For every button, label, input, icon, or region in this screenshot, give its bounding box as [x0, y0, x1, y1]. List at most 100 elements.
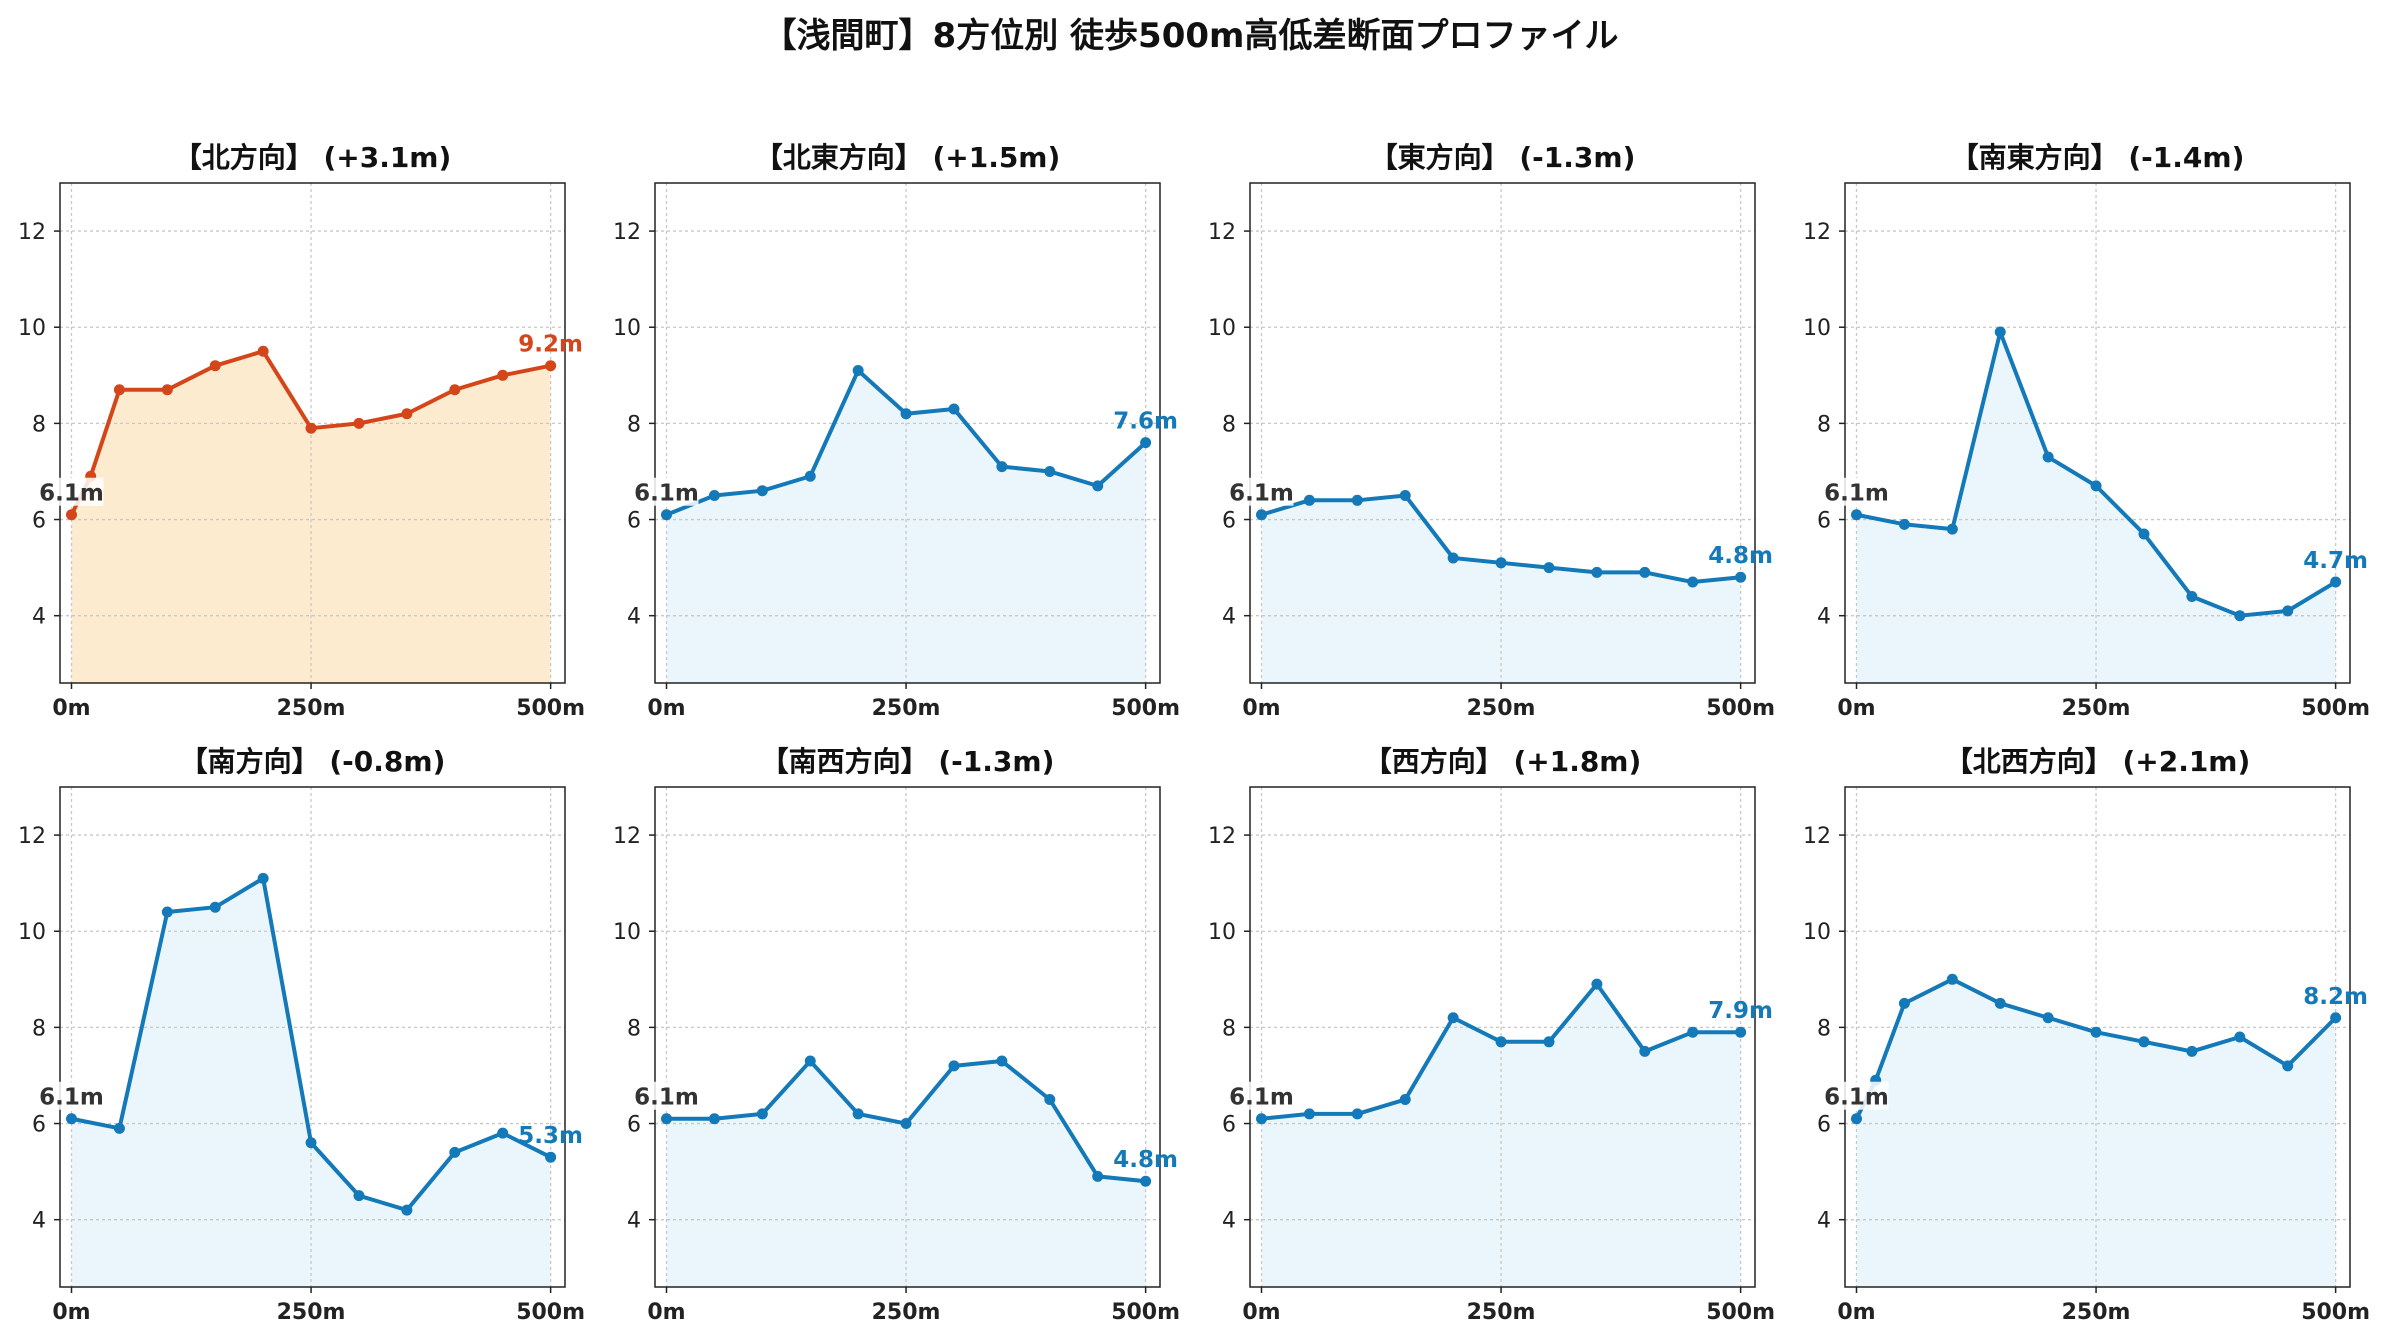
data-point — [2186, 590, 2198, 602]
y-tick-label: 4 — [1222, 605, 1236, 630]
end-value-label: 7.9m — [1708, 998, 1773, 1024]
y-tick-label: 6 — [627, 1113, 641, 1138]
y-tick-label: 12 — [18, 824, 46, 849]
y-tick-label: 12 — [18, 220, 46, 245]
y-tick-label: 6 — [1222, 1113, 1236, 1138]
data-point — [449, 1146, 461, 1158]
data-point — [2234, 610, 2246, 622]
x-tick-label: 0m — [1837, 696, 1875, 721]
end-value-label: 9.2m — [518, 332, 583, 358]
x-tick-label: 500m — [2301, 1300, 2370, 1325]
data-point — [2042, 1012, 2054, 1024]
data-point — [900, 1118, 912, 1130]
start-value-label: 6.1m — [39, 1085, 104, 1111]
data-point — [2090, 480, 2102, 492]
data-point — [2330, 576, 2342, 588]
y-tick-label: 10 — [613, 316, 641, 341]
y-tick-label: 6 — [1817, 1113, 1831, 1138]
data-point — [1850, 509, 1862, 521]
y-tick-label: 12 — [613, 220, 641, 245]
start-value-label: 6.1m — [634, 1085, 699, 1111]
chart-title: 【北東方向】 (+1.5m) — [755, 141, 1061, 174]
area-fill — [1856, 979, 2336, 1287]
x-tick-label: 500m — [516, 696, 585, 721]
data-point — [2042, 451, 2054, 463]
y-tick-label: 10 — [18, 920, 46, 945]
data-point — [2234, 1031, 2246, 1043]
data-point — [113, 384, 125, 396]
figure-title: 【浅間町】8方位別 徒歩500m高低差断面プロファイル — [762, 16, 1619, 56]
series-line — [1854, 977, 2338, 1120]
y-tick-label: 8 — [1222, 1016, 1236, 1041]
x-tick-label: 250m — [277, 1300, 346, 1325]
y-tick-label: 12 — [1803, 824, 1831, 849]
area-fill — [71, 878, 551, 1287]
data-point — [401, 408, 413, 420]
end-value-label: 4.8m — [1708, 543, 1773, 569]
data-point — [660, 1113, 672, 1125]
plot-frame — [654, 786, 1161, 1288]
data-point — [497, 369, 509, 381]
data-point — [900, 408, 912, 420]
data-point — [1543, 1036, 1555, 1048]
y-tick-label: 12 — [613, 824, 641, 849]
x-tick-label: 500m — [2301, 696, 2370, 721]
y-tick-label: 6 — [32, 509, 46, 534]
start-label-bg — [1824, 477, 1889, 506]
data-point — [2282, 605, 2294, 617]
data-point — [257, 345, 269, 357]
data-point — [257, 872, 269, 884]
data-point — [353, 1190, 365, 1202]
data-point — [1044, 465, 1056, 477]
chart-title: 【南西方向】 (-1.3m) — [761, 745, 1055, 778]
plot-frame — [1249, 182, 1756, 684]
data-point — [1898, 518, 1910, 530]
data-point — [65, 509, 77, 521]
x-tick-label: 250m — [872, 1300, 941, 1325]
data-point — [65, 1113, 77, 1125]
y-tick-label: 10 — [1803, 316, 1831, 341]
x-tick-label: 0m — [52, 696, 90, 721]
data-point — [209, 901, 221, 913]
data-point — [1495, 1036, 1507, 1048]
start-label-bg — [39, 477, 104, 506]
data-point — [996, 461, 1008, 473]
x-tick-label: 500m — [1111, 696, 1180, 721]
data-point — [161, 906, 173, 918]
data-point — [1351, 1108, 1363, 1120]
area-fill — [71, 351, 551, 683]
chart-title: 【南方向】 (-0.8m) — [180, 745, 446, 778]
data-point — [1351, 494, 1363, 506]
data-point — [1495, 557, 1507, 569]
data-point — [708, 490, 720, 501]
data-point — [1092, 1170, 1104, 1182]
data-point — [1447, 552, 1459, 564]
chart-title: 【北方向】 (+3.1m) — [174, 141, 452, 174]
data-point — [497, 1127, 509, 1139]
data-point — [1735, 571, 1747, 583]
start-value-label: 6.1m — [1229, 481, 1294, 507]
y-tick-label: 4 — [32, 1209, 46, 1234]
y-tick-label: 4 — [1222, 1209, 1236, 1234]
y-tick-label: 10 — [1803, 920, 1831, 945]
series-line — [69, 349, 552, 516]
chart-panel: 【南西方向】 (-1.3m) 4 6 8 10 12 0m 250m 500m 6.1m 4.8m — [613, 745, 1180, 1325]
data-point — [2282, 1060, 2294, 1072]
start-value-label: 6.1m — [1824, 481, 1889, 507]
chart-panel: 【北方向】 (+3.1m) 4 6 8 10 12 0m 250m 500m 6.1m 9.2m — [18, 141, 585, 721]
data-point — [1591, 978, 1603, 990]
chart-panel: 【西方向】 (+1.8m) 4 6 8 10 12 0m 250m 500m 6.1m 7.9m — [1208, 745, 1775, 1325]
end-value-label: 8.2m — [2303, 984, 2368, 1010]
data-point — [1092, 480, 1104, 492]
y-tick-label: 6 — [627, 509, 641, 534]
x-tick-label: 0m — [647, 696, 685, 721]
end-value-label: 4.8m — [1113, 1147, 1178, 1173]
data-point — [804, 470, 816, 482]
chart-title: 【北西方向】 (+2.1m) — [1945, 745, 2251, 778]
data-point — [2186, 1045, 2198, 1057]
data-point — [756, 485, 768, 497]
y-tick-label: 4 — [1817, 605, 1831, 630]
data-point — [756, 1108, 768, 1120]
y-tick-label: 8 — [1222, 412, 1236, 437]
